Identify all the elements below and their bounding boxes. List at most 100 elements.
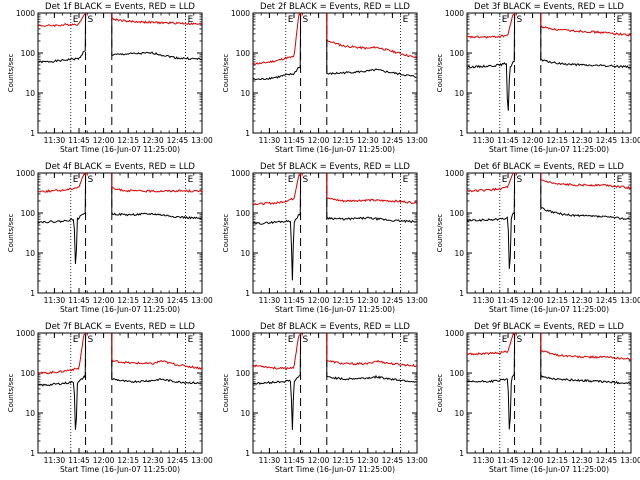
y-axis-label: Counts/sec: [7, 54, 15, 93]
y-axis-label: Counts/sec: [7, 214, 15, 253]
x-tick-label: 12:45: [596, 136, 618, 145]
y-axis-label: Counts/sec: [436, 214, 444, 253]
x-tick-label: 11:30: [473, 456, 495, 465]
series-line-events: [37, 12, 87, 64]
chart-panel-7: Det 7f BLACK = Events, RED = LLD 1 10 100 10…: [7, 322, 213, 474]
y-tick-label: 10: [454, 89, 464, 98]
y-axis-label: Counts/sec: [222, 374, 230, 413]
x-tick-label: 11:45: [497, 136, 519, 145]
annotation-label: S: [88, 335, 94, 345]
x-axis-label: Start Time (16-Jun-07 11:25:00): [60, 305, 180, 314]
y-tick-label: 1: [245, 289, 250, 298]
y-tick-label: 100: [236, 369, 251, 378]
x-tick-label: 12:30: [142, 456, 164, 465]
y-tick-label: 1000: [445, 169, 464, 178]
x-tick-label: 12:00: [93, 136, 115, 145]
y-tick-label: 1: [30, 129, 35, 138]
x-tick-label: 11:30: [44, 136, 66, 145]
x-tick-label: 12:30: [571, 296, 593, 305]
annotation-label: S: [517, 335, 523, 345]
plot-frame: [252, 172, 418, 294]
series-line-lld: [540, 333, 631, 361]
y-tick-label: 100: [21, 369, 36, 378]
y-tick-label: 1: [459, 449, 464, 458]
annotation-label: E: [288, 335, 294, 345]
annotation-label: E: [73, 15, 79, 25]
series-line-events: [111, 333, 202, 385]
annotation-label: S: [88, 175, 94, 185]
chart-panel-2: Det 2f BLACK = Events, RED = LLD 1 10 100 10…: [222, 2, 428, 154]
x-tick-label: 13:00: [620, 456, 640, 465]
x-tick-label: 12:00: [308, 456, 330, 465]
x-tick-label: 12:00: [93, 456, 115, 465]
series-line-events: [37, 172, 87, 264]
x-axis-label: Start Time (16-Jun-07 11:25:00): [275, 145, 395, 154]
annotation-label: E: [288, 15, 294, 25]
x-axis-label: Start Time (16-Jun-07 11:25:00): [275, 465, 395, 474]
plot-frame: [252, 332, 418, 454]
x-tick-label: 12:15: [332, 456, 354, 465]
series-line-lld: [111, 333, 202, 370]
x-tick-label: 12:45: [167, 136, 189, 145]
series-line-lld: [540, 173, 631, 190]
series-line-lld: [466, 332, 516, 356]
y-tick-label: 10: [240, 409, 250, 418]
annotation-label: E: [403, 335, 409, 345]
x-tick-label: 12:30: [357, 136, 379, 145]
x-tick-label: 12:15: [546, 136, 568, 145]
x-axis-label: Start Time (16-Jun-07 11:25:00): [60, 465, 180, 474]
x-tick-label: 12:45: [382, 456, 404, 465]
series-line-events: [540, 173, 631, 221]
x-tick-label: 11:45: [497, 456, 519, 465]
chart-panel-5: Det 5f BLACK = Events, RED = LLD 1 10 100 10…: [222, 162, 428, 314]
y-tick-label: 1000: [445, 9, 464, 18]
chart-title: Det 9f BLACK = Events, RED = LLD: [474, 322, 624, 332]
y-tick-label: 100: [450, 209, 465, 218]
series-line-events: [540, 333, 631, 385]
series-line-events: [466, 172, 516, 269]
series-line-lld: [466, 12, 516, 39]
y-tick-label: 100: [21, 49, 36, 58]
y-tick-label: 100: [236, 49, 251, 58]
annotation-label: S: [303, 335, 309, 345]
chart-panel-4: Det 4f BLACK = Events, RED = LLD 1 10 100 10…: [7, 162, 213, 314]
x-tick-label: 13:00: [191, 296, 213, 305]
x-tick-label: 12:45: [596, 296, 618, 305]
x-tick-label: 13:00: [191, 136, 213, 145]
y-tick-label: 1: [30, 449, 35, 458]
annotation-label: S: [517, 15, 523, 25]
x-tick-label: 11:30: [473, 296, 495, 305]
y-tick-label: 10: [25, 409, 35, 418]
x-tick-label: 11:45: [283, 456, 305, 465]
y-tick-label: 10: [454, 409, 464, 418]
y-tick-label: 1000: [16, 9, 35, 18]
x-tick-label: 13:00: [620, 136, 640, 145]
x-tick-label: 11:30: [44, 296, 66, 305]
annotation-label: S: [303, 175, 309, 185]
series-line-events: [111, 13, 202, 61]
x-tick-label: 12:15: [546, 456, 568, 465]
series-line-events: [326, 173, 417, 224]
x-tick-label: 12:30: [357, 296, 379, 305]
x-axis-label: Start Time (16-Jun-07 11:25:00): [489, 465, 609, 474]
x-tick-label: 12:30: [571, 136, 593, 145]
series-line-events: [326, 333, 417, 383]
y-tick-label: 1000: [16, 329, 35, 338]
annotation-label: E: [403, 15, 409, 25]
annotation-label: E: [502, 335, 508, 345]
x-tick-label: 13:00: [191, 456, 213, 465]
y-tick-label: 1: [245, 449, 250, 458]
x-tick-label: 11:30: [44, 456, 66, 465]
y-tick-label: 1000: [231, 9, 250, 18]
y-tick-label: 10: [25, 249, 35, 258]
chart-panel-3: Det 3f BLACK = Events, RED = LLD 1 10 100 10…: [436, 2, 640, 154]
series-line-lld: [326, 333, 417, 368]
x-tick-label: 11:45: [283, 136, 305, 145]
plot-frame: [37, 12, 203, 134]
chart-title: Det 1f BLACK = Events, RED = LLD: [45, 2, 195, 12]
series-line-events: [252, 12, 302, 81]
y-tick-label: 1000: [445, 329, 464, 338]
annotation-label: E: [502, 175, 508, 185]
chart-panel-6: Det 6f BLACK = Events, RED = LLD 1 10 100 10…: [436, 162, 640, 314]
x-tick-label: 12:00: [522, 296, 544, 305]
